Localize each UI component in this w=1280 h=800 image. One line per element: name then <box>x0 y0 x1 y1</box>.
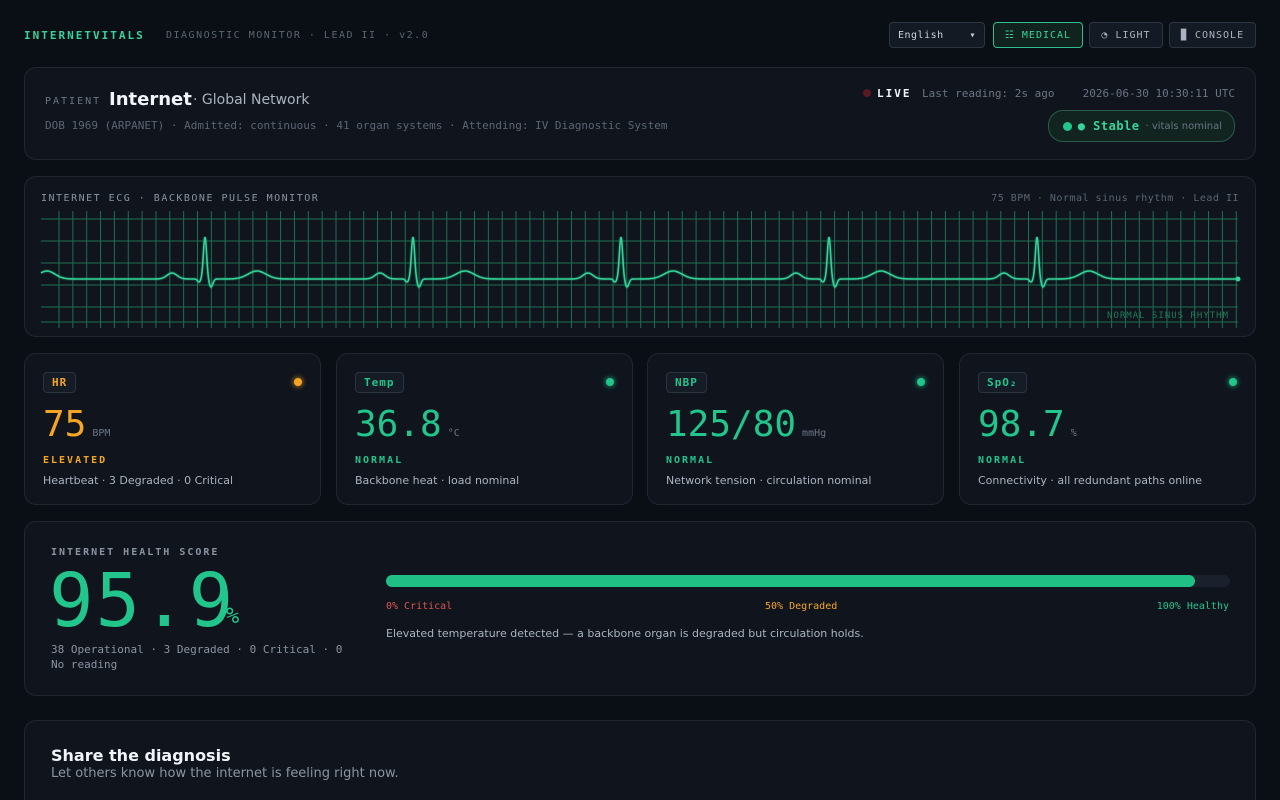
vital-label: SpO₂ <box>978 372 1027 393</box>
vital-reading: 75 BPM <box>43 404 110 445</box>
vital-value: 98.7 <box>978 404 1065 445</box>
vital-state: ELEVATED <box>43 455 108 466</box>
vital-note: Connectivity · all redundant paths onlin… <box>978 474 1203 487</box>
vital-dot <box>294 378 302 386</box>
vital-card: SpO₂ 98.7% NORMAL Connectivity · all redund… <box>959 353 1256 505</box>
ecg-trace <box>40 236 1238 288</box>
ecg-title: INTERNET ECG · BACKBONE PULSE MONITOR <box>41 193 320 204</box>
health-score: 95.9 <box>49 558 236 644</box>
language: English <box>898 29 944 41</box>
vital-dot <box>917 378 925 386</box>
vital-value: 36.8 <box>355 404 442 445</box>
vital-reading: 36.8 °C <box>355 404 460 445</box>
ecg-rhythm: NORMAL SINUS RHYTHM <box>1107 311 1229 321</box>
vital-unit: BPM <box>92 428 111 439</box>
light-button[interactable]: ◔ LIGHT <box>1089 22 1163 48</box>
patient-card: PATIENT Internet · Global Network DOB 19… <box>24 67 1256 160</box>
scale-healthy: 100% Healthy <box>1156 601 1229 612</box>
vital-note: Backbone heat · load nominal <box>355 474 520 487</box>
health-card: INTERNET HEALTH SCORE 95.9 % 38 Operatio… <box>24 521 1256 696</box>
vital-dot <box>606 378 614 386</box>
patient-label: PATIENT <box>45 96 102 107</box>
status: ● Stable <box>1077 119 1140 133</box>
patient-group: · Global Network <box>193 92 310 108</box>
status-pill: ● Stable · vitals nominal <box>1047 110 1235 142</box>
vital-reading: 125/80 mmHg <box>666 404 826 445</box>
status-dot <box>1062 121 1072 131</box>
share-title: Share the diagnosis <box>51 746 231 765</box>
timestamp: 2026-06-30 10:30:11 UTC <box>1082 87 1235 100</box>
vital-label: HR <box>43 372 77 393</box>
health-unit: % <box>226 604 240 629</box>
vital-card: HR 75 BPM ELEVATED Heartbeat · 3 Degraded · … <box>24 353 321 505</box>
vital-state: NORMAL <box>355 455 404 466</box>
status-note: · vitals nominal <box>1145 120 1223 132</box>
vital-state: NORMAL <box>666 455 715 466</box>
share-card: Share the diagnosis Let others know how … <box>24 720 1256 800</box>
vital-label: Temp <box>355 372 404 393</box>
health-message: Elevated temperature detected — a backbo… <box>386 627 864 640</box>
vital-card: Temp 36.8 °C NORMAL Backbone heat · load nom… <box>336 353 633 505</box>
ecg-cursor <box>1235 276 1241 282</box>
medical-button[interactable]: ☷ MEDICAL <box>993 22 1083 48</box>
vital-value: 125/80 <box>666 404 797 445</box>
brand: INTERNETVITALS <box>24 29 145 42</box>
vital-unit: mmHg <box>802 428 827 439</box>
live-dot <box>863 89 871 97</box>
health-track <box>386 575 1230 587</box>
live-label: LIVE <box>877 87 912 100</box>
vital-value: 75 <box>43 404 87 445</box>
patient-name: Internet <box>109 89 192 110</box>
vital-dot <box>1229 378 1237 386</box>
vital-reading: 98.7% <box>978 404 1077 445</box>
caret: ▾ <box>969 29 976 41</box>
vital-label: NBP <box>666 372 707 393</box>
console-button[interactable]: ▉ CONSOLE <box>1169 22 1256 48</box>
language-select[interactable]: English ▾ <box>889 22 985 48</box>
scale-degraded: 50% Degraded <box>765 601 838 612</box>
vital-state: NORMAL <box>978 455 1027 466</box>
scale-critical: 0% Critical <box>386 601 453 612</box>
health-breakdown: 38 Operational · 3 Degraded · 0 Critical… <box>51 643 343 671</box>
app-subtitle: DIAGNOSTIC MONITOR · LEAD II · v2.0 <box>166 30 430 41</box>
patient-details: DOB 1969 (ARPANET) · Admitted: continuou… <box>45 119 668 132</box>
share-subtitle: Let others know how the internet is feel… <box>51 766 399 781</box>
vital-note: Network tension · circulation nominal <box>666 474 872 487</box>
health-bar <box>386 575 1196 587</box>
vital-card: NBP 125/80 mmHg NORMAL Network tension · cir… <box>647 353 944 505</box>
ecg-info: 75 BPM · Normal sinus rhythm · Lead II <box>991 193 1239 204</box>
vital-unit: % <box>1070 428 1077 439</box>
vital-note: Heartbeat · 3 Degraded · 0 Critical <box>43 474 234 487</box>
ecg-monitor <box>40 211 1241 328</box>
ecg-card: INTERNET ECG · BACKBONE PULSE MONITOR 75… <box>24 176 1256 337</box>
vital-unit: °C <box>447 428 460 439</box>
last-reading: Last reading: 2s ago <box>922 87 1055 100</box>
health-label: INTERNET HEALTH SCORE <box>51 547 220 558</box>
